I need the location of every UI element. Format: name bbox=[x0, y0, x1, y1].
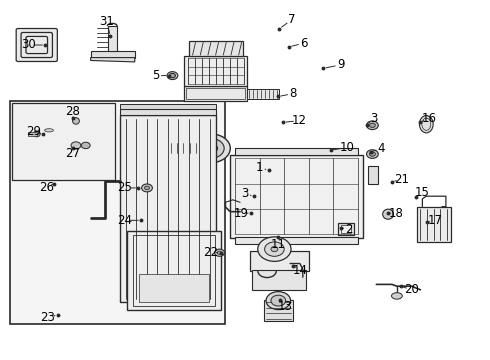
Ellipse shape bbox=[167, 72, 178, 80]
Bar bbox=[252, 270, 306, 290]
Text: 10: 10 bbox=[340, 141, 354, 154]
Ellipse shape bbox=[204, 143, 218, 153]
Ellipse shape bbox=[367, 150, 378, 158]
Ellipse shape bbox=[215, 249, 224, 256]
Ellipse shape bbox=[145, 186, 149, 190]
Text: 25: 25 bbox=[118, 181, 132, 194]
Ellipse shape bbox=[265, 242, 284, 256]
Text: 29: 29 bbox=[26, 125, 41, 138]
Text: 20: 20 bbox=[404, 283, 419, 296]
Text: 23: 23 bbox=[41, 311, 55, 324]
Text: 1: 1 bbox=[256, 161, 264, 174]
Ellipse shape bbox=[258, 237, 291, 261]
Text: 22: 22 bbox=[203, 246, 218, 259]
Bar bbox=[120, 115, 216, 302]
Bar bbox=[184, 56, 247, 86]
Bar bbox=[247, 89, 279, 99]
Text: 5: 5 bbox=[152, 69, 160, 82]
Ellipse shape bbox=[71, 142, 81, 149]
Text: 28: 28 bbox=[65, 105, 80, 118]
Bar bbox=[264, 300, 293, 321]
Text: 8: 8 bbox=[289, 87, 297, 100]
Bar bbox=[235, 148, 358, 155]
Bar bbox=[10, 101, 225, 324]
Bar bbox=[120, 104, 216, 109]
Polygon shape bbox=[91, 58, 135, 62]
FancyBboxPatch shape bbox=[16, 28, 57, 62]
Text: 11: 11 bbox=[271, 238, 286, 251]
Ellipse shape bbox=[33, 131, 40, 137]
Ellipse shape bbox=[197, 139, 224, 158]
Text: 12: 12 bbox=[292, 114, 306, 127]
Bar bbox=[186, 88, 245, 99]
Text: 18: 18 bbox=[389, 207, 403, 220]
Text: 16: 16 bbox=[421, 112, 436, 125]
Ellipse shape bbox=[142, 184, 152, 192]
Ellipse shape bbox=[218, 251, 222, 254]
Text: 13: 13 bbox=[278, 300, 293, 313]
Text: 3: 3 bbox=[241, 187, 249, 200]
Ellipse shape bbox=[419, 116, 433, 133]
Bar bbox=[184, 86, 247, 101]
Ellipse shape bbox=[266, 292, 291, 310]
Ellipse shape bbox=[170, 73, 175, 78]
Bar bbox=[368, 166, 378, 184]
Ellipse shape bbox=[73, 118, 79, 124]
Bar bbox=[250, 251, 309, 271]
Text: 15: 15 bbox=[415, 186, 430, 199]
Ellipse shape bbox=[81, 142, 90, 149]
Text: 4: 4 bbox=[377, 142, 385, 155]
Bar bbox=[120, 109, 216, 115]
Text: 19: 19 bbox=[234, 207, 248, 220]
Text: 21: 21 bbox=[394, 173, 409, 186]
Text: 14: 14 bbox=[293, 264, 307, 277]
Text: 3: 3 bbox=[370, 112, 378, 125]
Ellipse shape bbox=[367, 121, 378, 130]
Bar bbox=[127, 231, 220, 310]
Ellipse shape bbox=[191, 134, 230, 163]
Ellipse shape bbox=[369, 123, 375, 127]
Bar bbox=[133, 235, 215, 306]
Bar bbox=[12, 103, 115, 180]
Ellipse shape bbox=[383, 209, 393, 219]
Text: 31: 31 bbox=[99, 15, 114, 28]
Bar bbox=[169, 143, 198, 154]
Bar bbox=[338, 223, 354, 235]
Bar bbox=[139, 274, 209, 302]
FancyBboxPatch shape bbox=[180, 112, 199, 121]
Bar bbox=[230, 155, 363, 238]
Bar bbox=[235, 237, 358, 244]
Text: 24: 24 bbox=[118, 214, 132, 227]
Text: 9: 9 bbox=[337, 58, 344, 71]
Text: 7: 7 bbox=[288, 13, 295, 26]
Bar bbox=[189, 41, 243, 56]
Bar bbox=[28, 132, 37, 136]
Text: 2: 2 bbox=[345, 223, 353, 236]
Ellipse shape bbox=[45, 129, 53, 132]
Ellipse shape bbox=[271, 295, 286, 306]
Ellipse shape bbox=[369, 152, 375, 156]
Bar bbox=[341, 225, 351, 233]
Text: 27: 27 bbox=[65, 147, 80, 160]
Ellipse shape bbox=[271, 247, 278, 252]
Ellipse shape bbox=[392, 293, 402, 299]
Bar bbox=[108, 26, 117, 51]
Bar bbox=[417, 207, 451, 242]
Bar bbox=[91, 51, 135, 58]
Text: 26: 26 bbox=[39, 181, 54, 194]
Text: 30: 30 bbox=[21, 39, 36, 51]
Text: 6: 6 bbox=[300, 37, 308, 50]
Text: 17: 17 bbox=[428, 214, 442, 227]
